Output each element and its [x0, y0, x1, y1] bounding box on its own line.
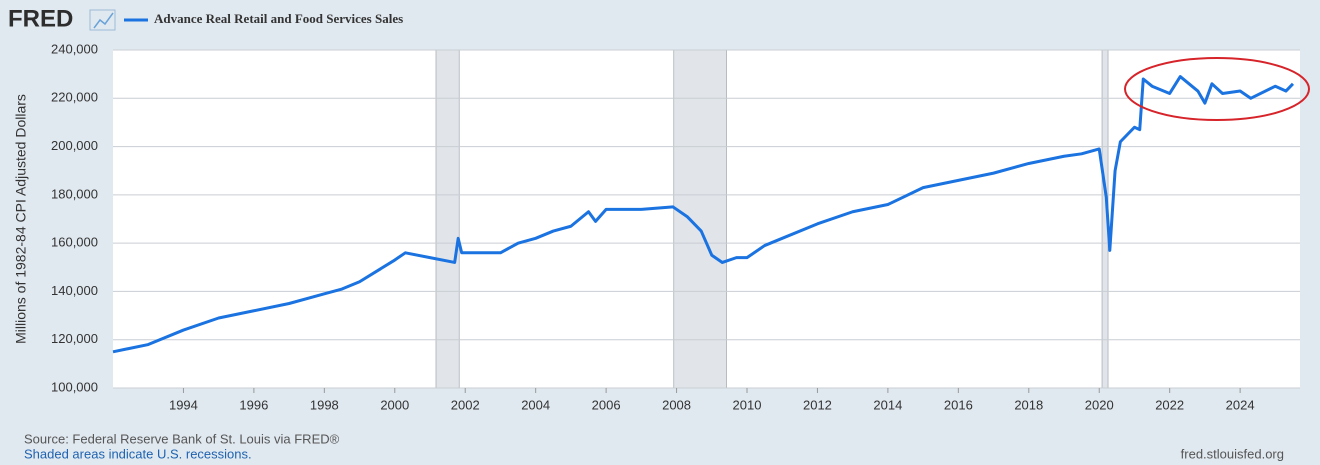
y-tick-label: 100,000	[51, 379, 98, 394]
url: fred.stlouisfed.org	[1181, 446, 1284, 461]
x-tick-label: 1994	[169, 397, 198, 412]
x-tick-label: 2022	[1155, 397, 1184, 412]
x-tick-label: 2014	[873, 397, 902, 412]
highlight-ellipse	[1124, 57, 1310, 121]
x-tick-label: 1998	[310, 397, 339, 412]
x-tick-label: 2002	[451, 397, 480, 412]
y-tick-label: 120,000	[51, 331, 98, 346]
y-tick-label: 220,000	[51, 90, 98, 105]
x-tick-label: 2006	[592, 397, 621, 412]
x-tick-label: 2016	[944, 397, 973, 412]
logo-icon	[93, 12, 114, 29]
x-tick-label: 2010	[733, 397, 762, 412]
x-tick-label: 2008	[662, 397, 691, 412]
series-line	[112, 75, 1295, 354]
recession-band	[673, 49, 727, 389]
y-tick-label: 180,000	[51, 186, 98, 201]
recession-note: Shaded areas indicate U.S. recessions.	[24, 446, 252, 461]
logo-frame	[89, 9, 116, 31]
x-tick-label: 2018	[1014, 397, 1043, 412]
logo: FRED	[8, 5, 73, 32]
plot: 100,000 120,000 140,000 160,000 180,000 200,0…	[51, 41, 1300, 412]
legend-label: Advance Real Retail and Food Services Sa…	[154, 11, 403, 26]
recession-band	[435, 49, 460, 389]
x-tick-label: 2012	[803, 397, 832, 412]
x-tick-label: 2020	[1085, 397, 1114, 412]
source: Source: Federal Reserve Bank of St. Loui…	[24, 431, 340, 446]
x-tick-label: 2024	[1226, 397, 1255, 412]
x-tick-label: 1996	[239, 397, 268, 412]
y-tick-label: 200,000	[51, 138, 98, 153]
y-tick-label: 240,000	[51, 41, 98, 56]
x-tick-label: 2004	[521, 397, 550, 412]
y-tick-label: 140,000	[51, 283, 98, 298]
y-tick-label: 160,000	[51, 235, 98, 250]
y-axis-label: Millions of 1982-84 CPI Adjusted Dollars	[13, 94, 29, 344]
x-tick-label: 2000	[380, 397, 409, 412]
